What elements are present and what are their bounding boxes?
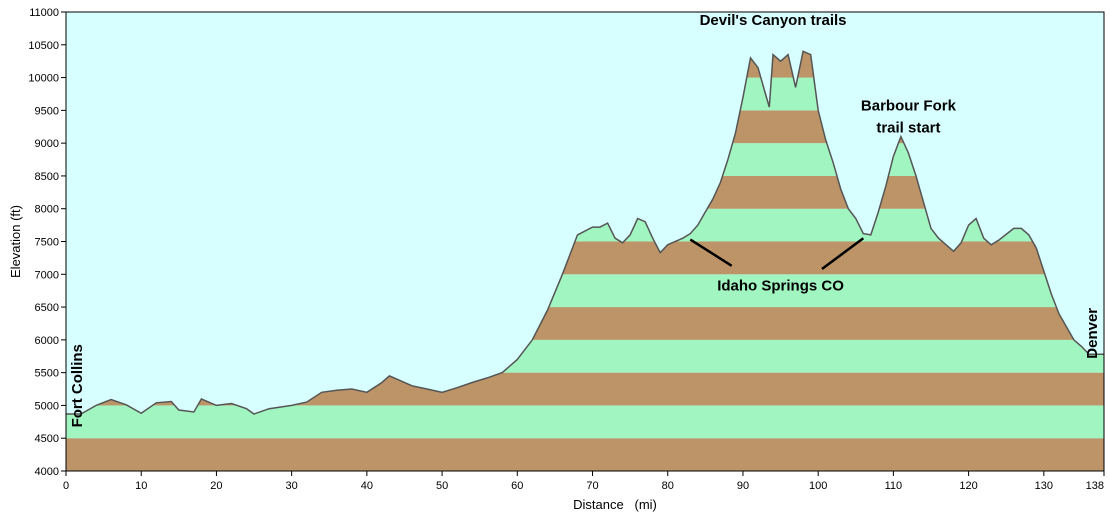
x-tick-label: 60: [511, 480, 523, 492]
annotation-label: Fort Collins: [69, 344, 86, 427]
annotation-label: Idaho Springs CO: [717, 278, 844, 295]
y-tick-label: 4500: [35, 433, 59, 445]
y-tick-label: 8500: [35, 171, 59, 183]
x-tick-label: 120: [959, 480, 977, 492]
x-tick-label: 110: [885, 480, 903, 492]
annotation-line: Devil's Canyon trails: [700, 12, 847, 29]
y-tick-label: 6000: [35, 335, 59, 347]
y-tick-label: 4000: [35, 466, 59, 478]
y-axis: 4000 4500 5000 5500 6000 6500 7000 7500 8000 8500…: [28, 7, 66, 478]
x-tick-label: 70: [586, 480, 598, 492]
y-tick-label: 10000: [28, 73, 59, 85]
y-tick-label: 10500: [28, 40, 59, 52]
x-axis: 0 10 20 30 40 50 60 70 80 90 100 110 120 130 138: [63, 471, 1105, 492]
y-tick-label: 6500: [35, 302, 59, 314]
y-tick-label: 11000: [29, 7, 59, 19]
annotation-line: Idaho Springs CO: [717, 278, 844, 295]
x-tick-label: 90: [737, 480, 749, 492]
x-axis-title: Distance (mi): [573, 497, 657, 512]
x-tick-label: 0: [63, 480, 69, 492]
annotation-line: Fort Collins: [69, 344, 86, 427]
x-tick-label: 10: [135, 480, 147, 492]
profile-line: [66, 50, 1104, 415]
y-tick-label: 7500: [35, 237, 59, 249]
x-tick-label: 50: [436, 480, 448, 492]
annotation-label: Barbour Fork trail start: [861, 97, 957, 136]
elevation-band: [66, 405, 1104, 439]
y-tick-label: 5500: [35, 368, 59, 380]
annotation-label: Denver: [1084, 308, 1101, 359]
x-tick-label: 30: [286, 480, 298, 492]
x-tick-label: 20: [210, 480, 222, 492]
annotation-label: Devil's Canyon trails: [700, 12, 847, 29]
x-tick-label: 138: [1086, 480, 1104, 492]
leader-line: [821, 237, 865, 271]
y-tick-label: 9000: [35, 138, 59, 150]
annotations: Devil's Canyon trails Barbour Fork trail s…: [69, 12, 1101, 427]
x-tick-label: 40: [361, 480, 373, 492]
x-tick-label: 130: [1035, 480, 1053, 492]
x-tick-label: 100: [809, 480, 827, 492]
x-tick-label: 80: [662, 480, 674, 492]
y-tick-label: 8000: [35, 204, 59, 216]
leader-lines: [689, 237, 865, 271]
annotation-line: Denver: [1084, 308, 1101, 359]
annotation-line: Barbour Fork: [861, 97, 957, 114]
y-axis-title: Elevation (ft): [8, 205, 23, 278]
elevation-band: [66, 438, 1104, 471]
y-tick-label: 7000: [35, 269, 59, 281]
annotation-line: trail start: [876, 119, 940, 136]
y-tick-label: 5000: [35, 400, 59, 412]
leader-line: [689, 238, 733, 267]
y-tick-label: 9500: [35, 105, 59, 117]
